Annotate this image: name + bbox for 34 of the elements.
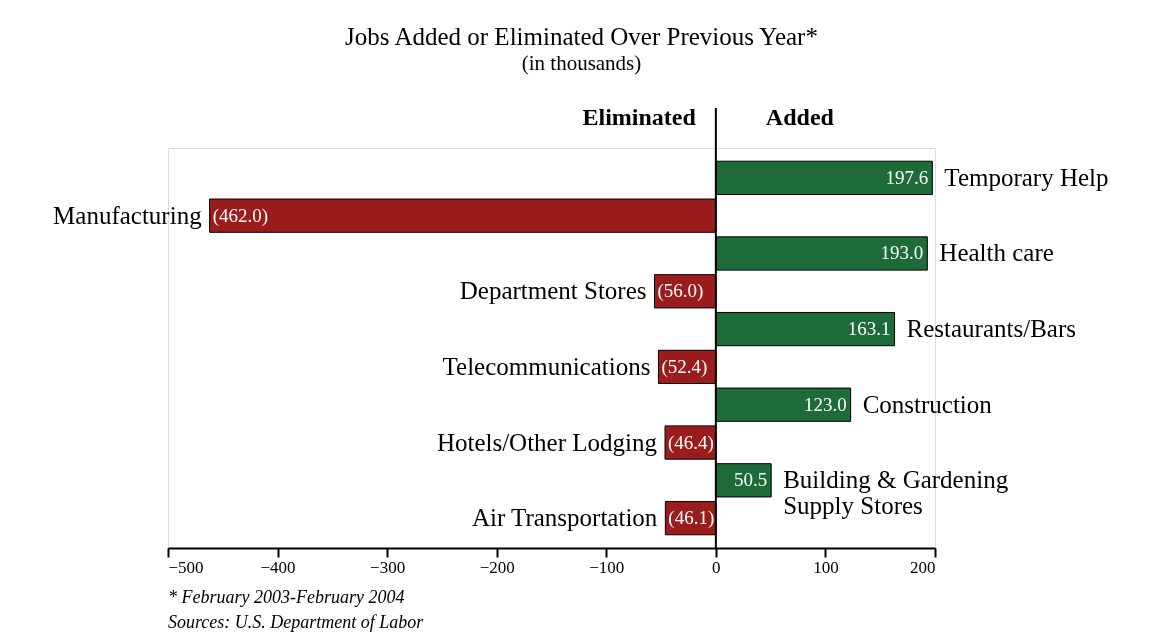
text: Eliminated (582, 104, 697, 130)
y-tick-label: Temporary Help (944, 163, 1109, 191)
y-tick-label: Air Transportation (471, 504, 658, 532)
y-tick-label: Construction (862, 390, 993, 418)
data-label: 163.1 (847, 318, 891, 340)
x-tick-label: −200 (479, 557, 515, 577)
data-label: (46.4) (668, 431, 714, 454)
source-note: Sources: U.S. Department of Labor (168, 612, 425, 632)
y-tick-label: Hotels/Other Lodging (436, 428, 658, 456)
y-tick-label: Restaurants/Bars (906, 315, 1076, 343)
x-tick-label: −300 (370, 557, 406, 577)
y-tick-label: Building & Gardening Supply Stores (783, 466, 1009, 520)
x-tick-label: 100 (813, 557, 839, 577)
y-tick-label: Department Stores (459, 277, 647, 305)
x-tick-label: 200 (910, 557, 936, 577)
data-label: (52.4) (661, 355, 708, 378)
data-label: 197.6 (885, 166, 929, 188)
x-tick-label: −400 (260, 557, 296, 577)
x-tick-label: −500 (168, 557, 204, 577)
y-tick-label: Manufacturing (53, 201, 203, 229)
data-label: (56.0) (657, 280, 704, 303)
text: Added (765, 104, 835, 130)
text: * February 2003-February 2004 (168, 587, 405, 607)
data-label: 123.0 (803, 393, 847, 415)
data-label: (46.1) (668, 507, 715, 530)
data-label: 193.0 (880, 242, 924, 264)
chart-subtitle: (in thousands) (521, 51, 642, 75)
x-tick-label: −100 (589, 557, 625, 577)
chart-title: Jobs Added or Eliminated Over Previous Year* (345, 23, 818, 50)
x-tick-label: 0 (712, 557, 721, 577)
y-tick-label: Telecommunications (442, 352, 651, 380)
data-label: 50.5 (733, 469, 768, 491)
y-tick-label: Health care (939, 239, 1054, 267)
data-label: (462.0) (212, 204, 269, 227)
